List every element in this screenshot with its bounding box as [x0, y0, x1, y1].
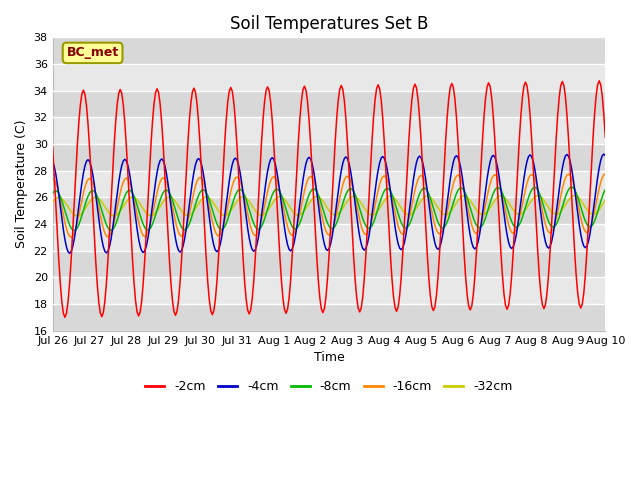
Bar: [52, 91, 605, 118]
Text: BC_met: BC_met: [67, 47, 119, 60]
Bar: [52, 118, 605, 144]
Bar: [52, 37, 605, 64]
Bar: [52, 304, 605, 331]
-8cm: [602, 187, 609, 192]
-2cm: [396, 293, 403, 299]
-4cm: [396, 245, 403, 251]
-32cm: [396, 203, 403, 208]
-8cm: [383, 185, 391, 191]
-2cm: [595, 78, 603, 84]
Bar: [52, 171, 605, 197]
-4cm: [66, 251, 74, 256]
-16cm: [67, 234, 75, 240]
-2cm: [383, 195, 391, 201]
-4cm: [383, 167, 391, 173]
-32cm: [536, 193, 543, 199]
Line: -4cm: -4cm: [52, 154, 605, 253]
Line: -8cm: -8cm: [52, 187, 605, 230]
-2cm: [61, 314, 68, 320]
-16cm: [536, 193, 543, 199]
-16cm: [396, 228, 403, 233]
-2cm: [536, 273, 543, 278]
-32cm: [602, 197, 609, 203]
-2cm: [365, 195, 372, 201]
-2cm: [153, 86, 161, 92]
-8cm: [536, 190, 543, 196]
Y-axis label: Soil Temperature (C): Soil Temperature (C): [15, 120, 28, 248]
-32cm: [49, 199, 56, 205]
-8cm: [153, 207, 161, 213]
Bar: [52, 197, 605, 224]
-32cm: [365, 211, 372, 216]
Bar: [52, 251, 605, 277]
-32cm: [383, 194, 391, 200]
Line: -32cm: -32cm: [52, 195, 605, 216]
-2cm: [49, 144, 56, 150]
-16cm: [383, 177, 391, 182]
-16cm: [153, 190, 161, 195]
-4cm: [536, 199, 543, 204]
-4cm: [600, 151, 607, 157]
Legend: -2cm, -4cm, -8cm, -16cm, -32cm: -2cm, -4cm, -8cm, -16cm, -32cm: [140, 375, 518, 398]
-32cm: [153, 208, 161, 214]
-8cm: [64, 218, 72, 224]
-4cm: [365, 233, 372, 239]
Bar: [52, 224, 605, 251]
-16cm: [602, 171, 609, 177]
Title: Soil Temperatures Set B: Soil Temperatures Set B: [230, 15, 428, 33]
-16cm: [64, 230, 72, 236]
Line: -2cm: -2cm: [52, 81, 605, 317]
Bar: [52, 277, 605, 304]
-2cm: [602, 134, 609, 140]
-4cm: [64, 249, 72, 254]
-2cm: [66, 281, 74, 287]
-32cm: [74, 213, 81, 219]
-16cm: [365, 228, 372, 234]
-8cm: [49, 191, 56, 196]
-4cm: [49, 159, 56, 165]
-8cm: [365, 226, 372, 231]
-4cm: [153, 170, 161, 176]
-8cm: [568, 184, 575, 190]
-32cm: [571, 192, 579, 198]
Bar: [52, 64, 605, 91]
-4cm: [602, 153, 609, 158]
-32cm: [64, 204, 72, 210]
X-axis label: Time: Time: [314, 351, 344, 364]
-8cm: [396, 216, 403, 221]
Bar: [52, 144, 605, 171]
Line: -16cm: -16cm: [52, 174, 605, 237]
-16cm: [49, 176, 56, 181]
-8cm: [70, 228, 78, 233]
